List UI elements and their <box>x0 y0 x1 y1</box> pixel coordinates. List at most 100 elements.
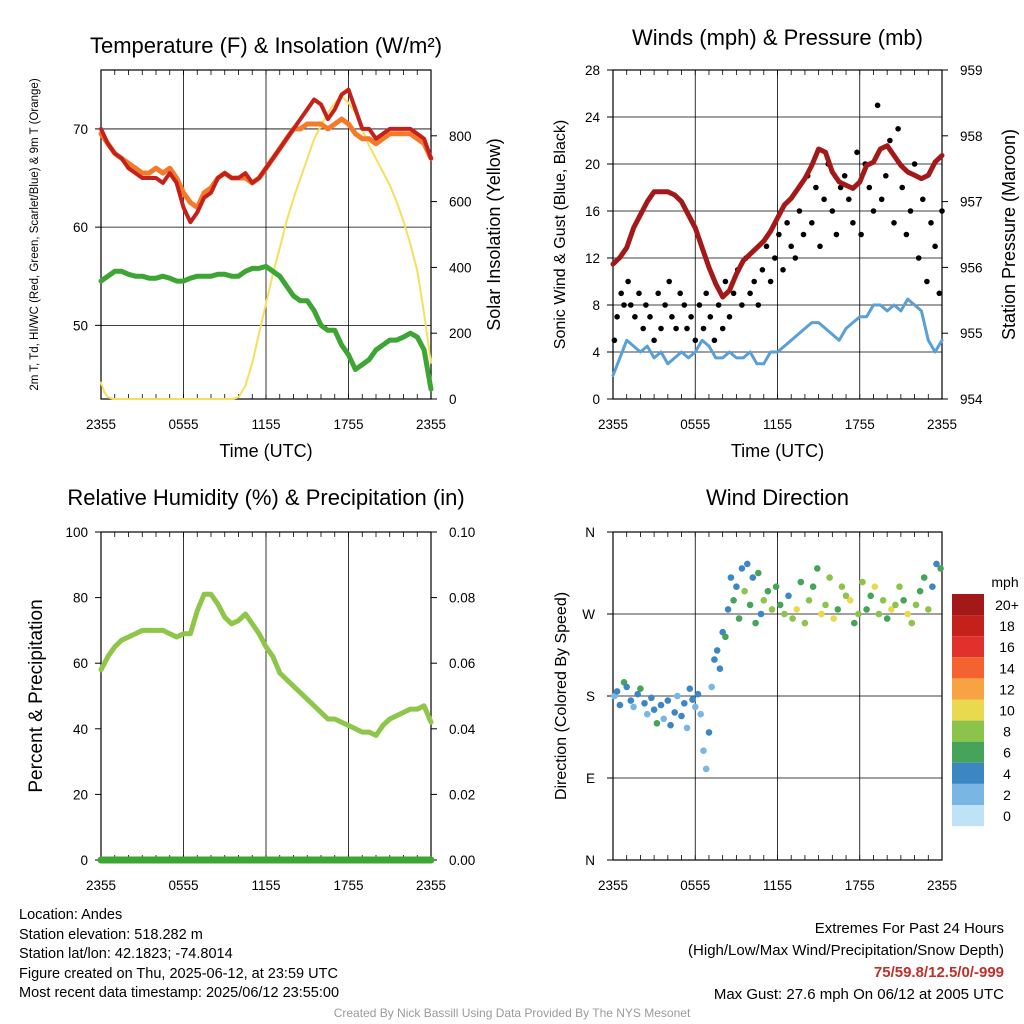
direction-point <box>875 610 883 618</box>
gust-point <box>866 184 873 191</box>
gust-point <box>628 302 634 308</box>
gust-point <box>755 302 762 308</box>
y-tick-label: 16 <box>585 204 600 219</box>
legend-swatch <box>952 805 984 827</box>
direction-point <box>920 574 928 581</box>
gust-point <box>618 290 624 297</box>
direction-point <box>700 747 707 754</box>
extremes-subtitle: (High/Low/Max Wind/Precipitation/Snow De… <box>688 942 1004 959</box>
gust-point <box>662 302 668 308</box>
direction-point <box>724 606 732 613</box>
x-tick-label: 1155 <box>763 417 792 432</box>
gust-point <box>821 196 827 203</box>
gust-point <box>780 267 786 273</box>
y-right-tick-label: 600 <box>449 195 472 210</box>
y-tick-label: 60 <box>73 656 88 671</box>
direction-point <box>678 712 685 720</box>
gust-point <box>833 231 840 238</box>
gust-point <box>684 325 690 332</box>
gust-point <box>636 290 642 297</box>
gust-point <box>936 290 943 297</box>
wind-speed-line <box>611 297 944 377</box>
x-axis-label: Time (UTC) <box>219 441 312 461</box>
direction-point <box>671 709 678 716</box>
legend-swatch <box>952 678 984 700</box>
gust-point <box>932 243 938 250</box>
direction-point <box>711 656 718 663</box>
y-tick-label: N <box>585 525 595 540</box>
direction-point <box>764 587 772 595</box>
gust-point <box>614 314 620 320</box>
direction-point <box>768 606 776 613</box>
location-text: Location: Andes <box>19 907 123 923</box>
direction-point <box>686 685 694 692</box>
legend-label: 8 <box>1003 724 1011 740</box>
x-axis-label: Time (UTC) <box>731 441 824 461</box>
gust-point <box>878 196 885 203</box>
temperature-panel: 2355 0555 1155 1755 2355 Temperature (F) & In… <box>29 33 504 461</box>
direction-point <box>641 700 648 707</box>
direction-point <box>644 710 651 718</box>
y-tick-label: 70 <box>73 122 88 137</box>
direction-point <box>630 703 637 711</box>
legend-swatch <box>952 636 984 658</box>
gust-point <box>677 290 683 297</box>
x-tick-label: 0555 <box>680 878 710 893</box>
y-tick-label: 0 <box>80 853 88 868</box>
direction-point <box>664 697 672 704</box>
direction-point <box>809 583 817 590</box>
legend-label: 2 <box>1003 787 1011 803</box>
y-tick-label: 50 <box>73 318 88 333</box>
y-tick-label: 20 <box>585 157 600 172</box>
gust-point <box>767 278 774 285</box>
direction-point <box>757 610 765 618</box>
credit-text: Created By Nick Bassill Using Data Provi… <box>333 1006 691 1020</box>
direction-point <box>814 565 821 572</box>
direction-point <box>908 619 916 627</box>
gust-point <box>939 208 945 214</box>
extremes-info: Extremes For Past 24 Hours (High/Low/Max… <box>688 918 1004 1006</box>
direction-point <box>793 606 800 613</box>
legend-swatch <box>952 741 984 763</box>
gust-point <box>903 231 910 238</box>
gust-point <box>813 184 819 191</box>
gust-point <box>730 290 737 297</box>
direction-point <box>929 583 936 590</box>
direction-point <box>744 560 751 568</box>
gust-point <box>817 243 823 250</box>
y-tick-label: 4 <box>592 345 600 360</box>
direction-point <box>733 583 740 590</box>
direction-point <box>653 720 661 727</box>
gust-point <box>707 314 714 320</box>
gust-point <box>788 243 794 250</box>
direction-point <box>760 597 768 604</box>
gust-point <box>696 302 703 308</box>
gust-point <box>911 161 918 167</box>
legend-label: 0 <box>1003 808 1011 824</box>
x-tick-label: 1755 <box>333 878 363 893</box>
x-tick-label: 0555 <box>168 417 198 432</box>
gust-point <box>719 325 726 332</box>
x-tick-label: 1155 <box>763 878 792 893</box>
y-right-tick-label: 956 <box>960 260 983 275</box>
gust-point <box>763 243 770 250</box>
legend-swatch <box>952 699 984 721</box>
direction-point <box>735 615 743 622</box>
legend-label: 18 <box>999 618 1015 634</box>
direction-point <box>859 578 866 586</box>
gust-point <box>621 302 627 308</box>
gust-point <box>924 278 930 285</box>
legend-label: 6 <box>1003 745 1011 761</box>
gust-point <box>776 231 782 238</box>
direction-point <box>667 721 674 729</box>
wind-direction-panel: 2355 0555 1155 1755 2355 Wind Direction N E S W N D… <box>553 485 957 893</box>
x-tick-label: 1755 <box>845 417 875 432</box>
legend-swatch <box>952 657 984 679</box>
x-tick-label: 1155 <box>251 878 280 893</box>
direction-point <box>797 578 805 586</box>
gust-point <box>895 126 901 132</box>
gust-point <box>920 196 926 203</box>
gust-point <box>891 220 897 226</box>
direction-point <box>842 592 850 600</box>
